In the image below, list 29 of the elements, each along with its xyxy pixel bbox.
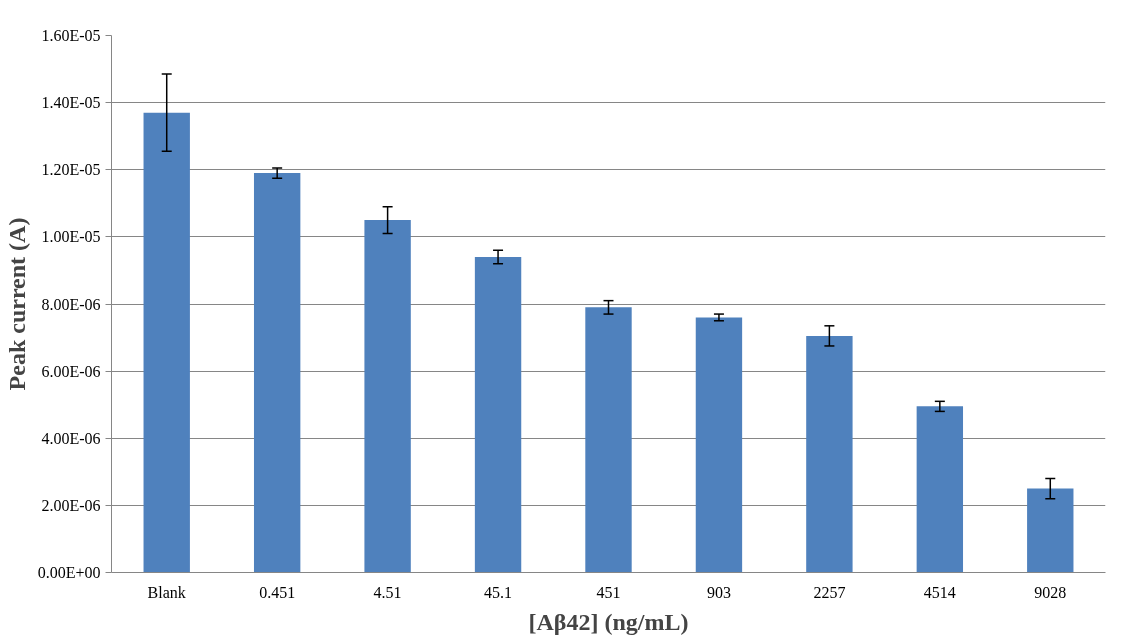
bar: [143, 112, 190, 573]
bar: [585, 307, 632, 573]
x-tick-label: 4514: [923, 583, 956, 601]
y-tick-label: 1.60E-05: [41, 27, 101, 44]
x-tick-label: 0.451: [259, 583, 296, 601]
y-tick-label: 1.20E-05: [41, 161, 101, 179]
y-tick-label: 8.00E-06: [41, 295, 101, 313]
y-axis-title: Peak current (A): [3, 217, 30, 391]
y-tick-label: 4.00E-06: [41, 429, 101, 447]
x-tick-label: 45.1: [484, 583, 513, 601]
x-tick-label: 903: [706, 583, 731, 601]
x-tick-label: 4.51: [373, 583, 402, 601]
x-axis-title: [Aβ42] (ng/mL): [528, 608, 689, 635]
y-tick-label: 6.00E-06: [41, 362, 101, 380]
x-tick-label: 2257: [813, 583, 846, 601]
bar: [253, 173, 301, 573]
y-tick-label: 2.00E-06: [41, 496, 101, 514]
bar: [364, 220, 411, 573]
y-tick-label: 1.40E-05: [41, 94, 101, 112]
bar: [916, 406, 964, 573]
bar: [695, 317, 743, 573]
bar: [474, 257, 522, 573]
x-tick-label: 9028: [1034, 583, 1067, 601]
x-tick-label: 451: [596, 583, 621, 601]
bar: [806, 335, 853, 573]
bar: [1027, 488, 1074, 573]
y-tick-label: 0.00E+00: [37, 564, 101, 581]
x-tick-label: Blank: [147, 583, 186, 601]
y-tick-label: 1.00E-05: [41, 228, 101, 246]
